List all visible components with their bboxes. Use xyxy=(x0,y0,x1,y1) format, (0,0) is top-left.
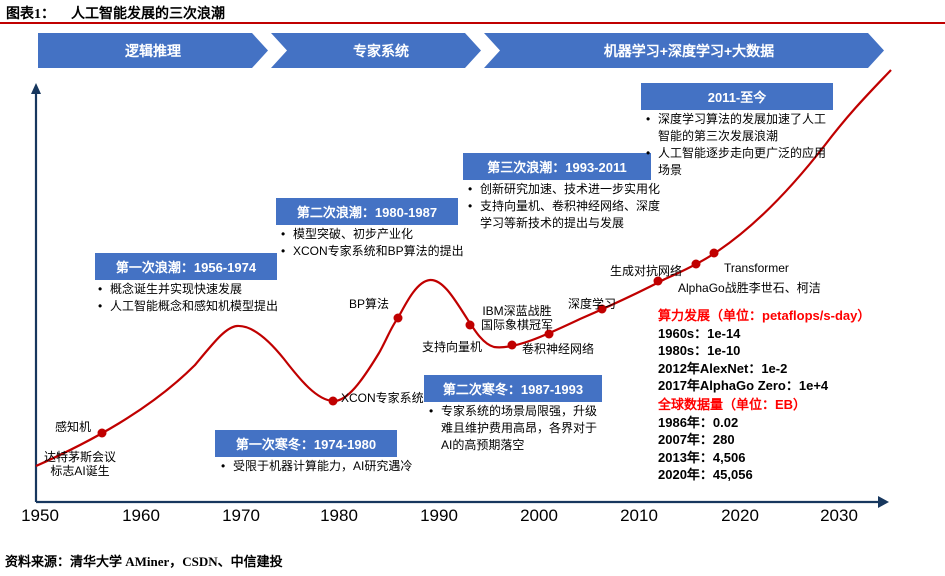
x-tick-1950: 1950 xyxy=(21,506,59,525)
stat-line: 1960s：1e-14 xyxy=(658,325,741,341)
wave4-bullets: 深度学习算法的发展加速了人工智能的第三次发展浪潮 人工智能逐步走向更广泛的应用场… xyxy=(644,111,832,179)
stat-line: 2013年：4,506 xyxy=(658,449,746,465)
x-tick-1980: 1980 xyxy=(320,506,358,525)
wave1-title: 第一次浪潮：1956-1974 xyxy=(115,260,257,275)
winter1-bullets: 受限于机器计算能力，AI研究遇冷 xyxy=(219,458,419,475)
x-tick-1960: 1960 xyxy=(122,506,160,525)
milestone-dot-xcon xyxy=(328,396,338,406)
wave2-title: 第二次浪潮：1980-1987 xyxy=(296,205,438,220)
milestone-dot-cnn xyxy=(544,329,554,339)
data-volume-stats-title: 全球数据量（单位：EB） xyxy=(658,397,807,412)
bullet-item: 深度学习算法的发展加速了人工智能的第三次发展浪潮 xyxy=(644,111,832,145)
stat-line: 2012年AlexNet：1e-2 xyxy=(658,360,788,376)
era-label: 机器学习+深度学习+大数据 xyxy=(603,42,775,59)
wave1-box: 第一次浪潮：1956-1974 xyxy=(95,253,277,280)
era-label: 逻辑推理 xyxy=(125,42,181,59)
winter1-title: 第一次寒冬：1974-1980 xyxy=(235,437,377,452)
wave4-box: 2011-至今 xyxy=(641,83,833,110)
winter1-box: 第一次寒冬：1974-1980 xyxy=(215,430,397,457)
wave3-bullets: 创新研究加速、技术进一步实用化 支持向量机、卷积神经网络、深度学习等新技术的提出… xyxy=(466,181,662,232)
era-ml-dl-bigdata: 机器学习+深度学习+大数据 xyxy=(484,33,884,68)
x-tick-2020: 2020 xyxy=(721,506,759,525)
x-tick-2000: 2000 xyxy=(520,506,558,525)
wave2-bullets: 模型突破、初步产业化 XCON专家系统和BP算法的提出 xyxy=(279,226,479,260)
bullet-item: 创新研究加速、技术进一步实用化 xyxy=(466,181,662,198)
bullet-item: 专家系统的场景局限强，升级难且维护费用高昂，各界对于AI的高预期落空 xyxy=(427,403,603,454)
stat-line: 2017年AlphaGo Zero：1e+4 xyxy=(658,378,829,393)
milestone-label-ibm-deepblue: IBM深蓝战胜 国际象棋冠军 xyxy=(480,304,553,332)
milestone-label-gan: 生成对抗网络 xyxy=(610,264,683,278)
milestone-dot-bp xyxy=(393,313,403,323)
wave2-box: 第二次浪潮：1980-1987 xyxy=(276,198,458,225)
milestone-dot-ibm-deepblue xyxy=(507,340,517,350)
page-title: 人工智能发展的三次浪潮 xyxy=(71,7,225,22)
bullet-item: 人工智能概念和感知机模型提出 xyxy=(96,298,316,315)
milestone-label-transformer: Transformer xyxy=(724,261,789,275)
y-axis-arrow-icon xyxy=(31,83,41,94)
milestone-label-bp: BP算法 xyxy=(349,297,390,311)
stat-line: 1980s：1e-10 xyxy=(658,343,741,358)
stat-line: 1986年：0.02 xyxy=(658,414,739,430)
ai-wave-curve xyxy=(35,69,892,468)
milestone-dot-gan xyxy=(653,276,663,286)
milestone-dot-svm xyxy=(465,320,475,330)
compute-stats-title: 算力发展（单位：petaflops/s-day） xyxy=(658,308,871,323)
milestone-label-svm: 支持向量机 xyxy=(422,340,483,354)
milestone-dot-transformer xyxy=(709,248,719,258)
wave4-title: 2011-至今 xyxy=(707,90,767,105)
title-divider xyxy=(0,22,945,24)
bullet-item: 概念诞生并实现快速发展 xyxy=(96,281,316,298)
wave3-box: 第三次浪潮：1993-2011 xyxy=(463,153,651,180)
x-axis-arrow-icon xyxy=(878,496,889,508)
stat-line: 2007年：280 xyxy=(658,432,735,447)
bullet-item: XCON专家系统和BP算法的提出 xyxy=(279,243,479,260)
era-banner: 逻辑推理 专家系统 机器学习+深度学习+大数据 xyxy=(38,33,884,68)
milestone-dot-alphago xyxy=(691,259,701,269)
wave1-bullets: 概念诞生并实现快速发展 人工智能概念和感知机模型提出 xyxy=(96,281,316,315)
era-label: 专家系统 xyxy=(353,42,409,59)
era-expert-systems: 专家系统 xyxy=(271,33,481,68)
winter2-title: 第二次寒冬：1987-1993 xyxy=(442,382,584,397)
milestone-dot-perceptron xyxy=(97,428,107,438)
data-volume-stats: 全球数据量（单位：EB） 1986年：0.02 2007年：280 2013年：… xyxy=(658,396,806,484)
x-tick-2030: 2030 xyxy=(820,506,858,525)
figure-label: 图表1： xyxy=(6,7,55,22)
milestone-label-alphago: AlphaGo战胜李世石、柯洁 xyxy=(678,281,821,295)
bullet-item: 人工智能逐步走向更广泛的应用场景 xyxy=(644,145,832,179)
milestone-label-cnn: 卷积神经网络 xyxy=(522,342,595,356)
compute-stats: 算力发展（单位：petaflops/s-day） 1960s：1e-14 198… xyxy=(658,307,870,395)
stat-line: 2020年：45,056 xyxy=(658,467,753,482)
winter2-box: 第二次寒冬：1987-1993 xyxy=(424,375,602,402)
milestone-label-perceptron: 感知机 xyxy=(55,420,92,434)
figure-title: 图表1： 人工智能发展的三次浪潮 xyxy=(6,3,225,23)
bullet-item: 模型突破、初步产业化 xyxy=(279,226,479,243)
wave3-title: 第三次浪潮：1993-2011 xyxy=(487,160,627,175)
x-tick-2010: 2010 xyxy=(620,506,658,525)
milestone-label-xcon: XCON专家系统 xyxy=(341,391,424,405)
x-tick-1970: 1970 xyxy=(222,506,260,525)
winter2-bullets: 专家系统的场景局限强，升级难且维护费用高昂，各界对于AI的高预期落空 xyxy=(427,403,603,454)
source-note: 资料来源：清华大学 AMiner，CSDN、中信建投 xyxy=(5,554,283,569)
bullet-item: 支持向量机、卷积神经网络、深度学习等新技术的提出与发展 xyxy=(466,198,662,232)
x-tick-1990: 1990 xyxy=(420,506,458,525)
milestone-label-deep-learning: 深度学习 xyxy=(568,297,617,311)
milestone-label-dartmouth: 达特茅斯会议 标志AI诞生 xyxy=(43,450,116,478)
bullet-item: 受限于机器计算能力，AI研究遇冷 xyxy=(219,458,419,475)
era-logic-reasoning: 逻辑推理 xyxy=(38,33,268,68)
milestone-dot-deep-learning xyxy=(597,304,607,314)
